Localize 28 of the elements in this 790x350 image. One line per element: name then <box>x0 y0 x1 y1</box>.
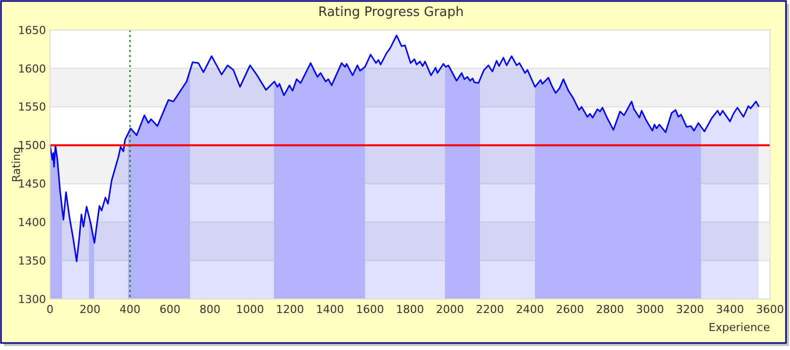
x-tick-label: 2400 <box>516 303 544 316</box>
y-tick-label: 1650 <box>18 24 46 37</box>
x-tick-label: 3200 <box>676 303 704 316</box>
x-tick-label: 2600 <box>556 303 584 316</box>
x-tick-label: 1200 <box>276 303 304 316</box>
x-tick-label: 1400 <box>316 303 344 316</box>
x-tick-label: 1000 <box>236 303 264 316</box>
chart-title: Rating Progress Graph <box>318 5 464 20</box>
y-tick-label: 1600 <box>18 62 46 76</box>
y-tick-label: 1350 <box>18 254 46 268</box>
x-tick-label: 600 <box>160 303 180 316</box>
y-tick-label: 1450 <box>18 178 46 191</box>
y-tick-label: 1400 <box>18 216 46 229</box>
x-tick-label: 200 <box>80 303 100 316</box>
x-tick-label: 3000 <box>636 303 664 316</box>
x-tick-label: 800 <box>200 303 220 316</box>
y-tick-label: 1550 <box>18 100 46 114</box>
x-axis-title: Experience <box>708 321 770 334</box>
x-tick-label: 2200 <box>476 303 504 316</box>
y-tick-label: 1300 <box>18 292 46 306</box>
x-tick-label: 3400 <box>716 303 744 316</box>
x-tick-label: 400 <box>120 303 140 316</box>
x-tick-label: 3600 <box>756 303 784 316</box>
x-tick-label: 1600 <box>356 303 384 316</box>
x-tick-label: 0 <box>46 303 54 316</box>
x-tick-label: 2800 <box>596 303 624 316</box>
x-tick-label: 2000 <box>436 303 464 316</box>
x-tick-label: 1800 <box>396 303 424 316</box>
